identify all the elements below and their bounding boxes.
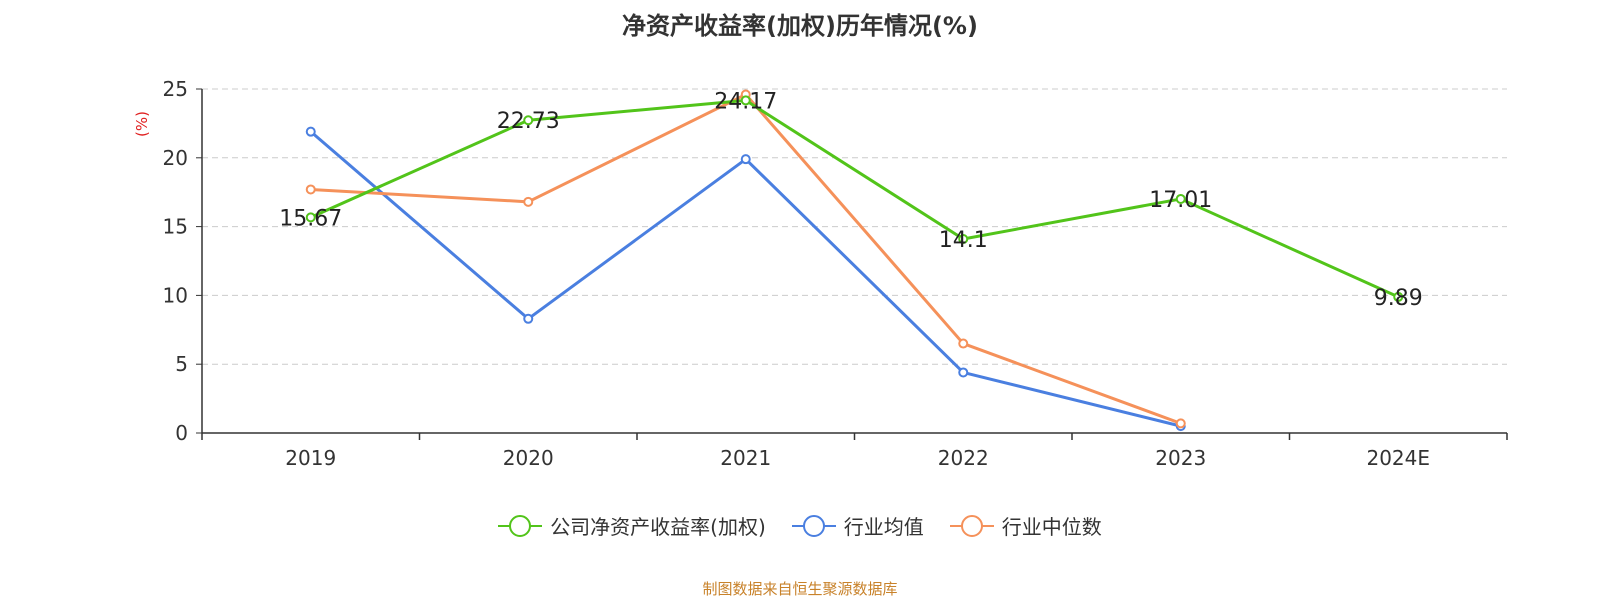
data-label: 9.89 [1374,286,1423,311]
legend-item-company[interactable]: 公司净资产收益率(加权) [498,511,766,540]
data-label: 17.01 [1149,188,1212,213]
legend-marker-company [498,514,543,537]
data-label: 24.17 [714,89,777,114]
grid-lines [202,88,1507,365]
data-source-note: 制图数据来自恒生聚源数据库 [702,580,898,598]
y-tick-label: 5 [175,352,188,376]
x-tick-label: 2019 [285,446,336,470]
y-axis-label: (%) [133,111,151,137]
data-point-1 [958,367,969,378]
legend-label-company: 公司净资产收益率(加权) [550,515,766,539]
data-point-1 [523,313,534,324]
y-tick-label: 15 [163,215,188,239]
data-labels: 15.67 22.73 24.17 14.1 17.01 9.89 [279,89,1422,310]
axes: 0 5 10 15 20 25 2019 2020 2021 2022 2023 2024E [163,77,1508,470]
x-tick-label: 2021 [720,446,771,470]
series-line-2 [310,93,1182,425]
data-point-2 [305,184,316,195]
series-line-0 [310,98,1399,299]
data-point-0 [305,212,316,223]
x-tick-label: 2024E [1366,446,1430,470]
legend-label-industry-median: 行业中位数 [1001,515,1102,539]
data-point-0 [1175,193,1186,204]
data-point-1 [740,154,751,165]
chart-title: 净资产收益率(加权)历年情况(%) [622,12,978,40]
data-point-1 [305,126,316,137]
y-tick-label: 25 [163,77,188,101]
data-point-0 [740,95,751,106]
y-tick-label: 10 [163,283,188,307]
legend-item-industry-median[interactable]: 行业中位数 [949,511,1102,540]
x-tick-label: 2020 [503,446,554,470]
data-point-2 [1175,418,1186,429]
data-point-0 [523,115,534,126]
legend-marker-industry-average [791,514,836,537]
data-label: 15.67 [279,206,342,231]
series-group [305,89,1404,432]
data-point-0 [1393,291,1404,302]
data-point-2 [958,338,969,349]
data-label: 14.1 [939,228,988,253]
legend: 公司净资产收益率(加权) 行业均值 行业中位数 [0,511,1600,540]
legend-marker-industry-median [949,514,994,537]
legend-item-industry-average[interactable]: 行业均值 [791,511,924,540]
data-label: 22.73 [497,109,560,134]
y-tick-label: 0 [175,421,188,445]
x-tick-label: 2023 [1155,446,1206,470]
data-point-2 [523,196,534,207]
data-point-0 [958,233,969,244]
series-line-1 [309,130,1182,428]
x-tick-label: 2022 [938,446,989,470]
y-tick-label: 20 [163,146,188,170]
legend-label-industry-average: 行业均值 [843,515,924,539]
